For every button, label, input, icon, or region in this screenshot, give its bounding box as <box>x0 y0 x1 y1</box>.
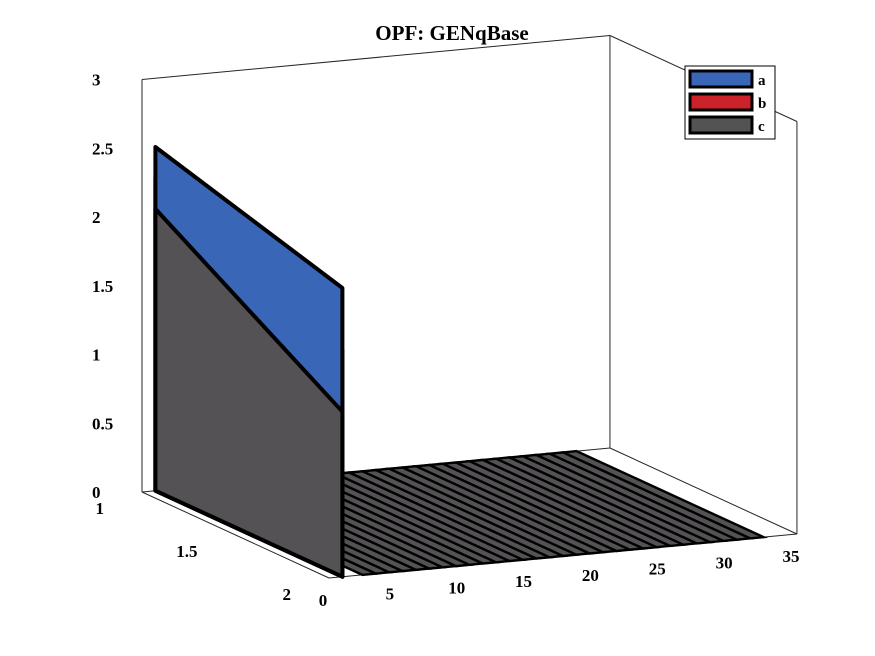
z-tick-label: 2.5 <box>92 139 113 158</box>
legend-label-c: c <box>758 119 765 135</box>
x-tick-label: 20 <box>582 566 599 585</box>
x-tick-label: 35 <box>782 547 799 566</box>
legend-swatch-a <box>688 69 754 89</box>
legend-swatch-c <box>688 115 754 135</box>
x-tick-label: 0 <box>319 591 328 610</box>
x-tick-label: 30 <box>716 553 733 572</box>
data-surfaces <box>153 145 345 579</box>
z-tick-label: 0 <box>92 483 101 502</box>
axis-line <box>141 35 610 80</box>
legend-label-b: b <box>758 96 766 112</box>
y-tick-label: 2 <box>283 585 292 604</box>
z-tick-label: 3 <box>92 71 101 90</box>
x-tick-label: 5 <box>386 585 395 604</box>
x-tick-label: 15 <box>515 572 532 591</box>
legend-label-a: a <box>758 73 766 89</box>
z-tick-label: 2 <box>92 208 101 227</box>
axis-line <box>609 447 798 535</box>
y-tick-label: 1 <box>96 499 105 518</box>
surface-c <box>153 206 345 579</box>
y-tick-label: 1.5 <box>176 542 197 561</box>
floor-ribbon <box>558 449 769 540</box>
z-tick-label: 0.5 <box>92 414 113 433</box>
z-tick-label: 1 <box>92 346 101 365</box>
x-tick-label: 10 <box>448 578 465 597</box>
legend: abc <box>684 65 776 140</box>
legend-swatch-b <box>688 92 754 112</box>
axis-line <box>141 491 330 579</box>
z-tick-label: 1.5 <box>92 277 113 296</box>
x-tick-label: 25 <box>649 560 666 579</box>
chart-title: OPF: GENqBase <box>375 21 528 45</box>
